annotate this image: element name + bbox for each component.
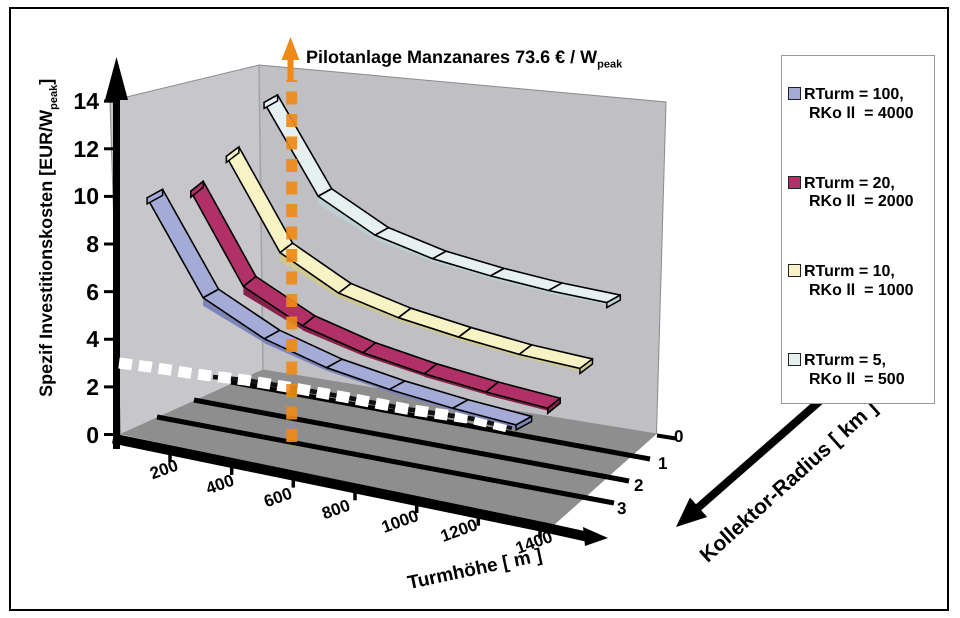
- y-axis-title-suffix: ]: [36, 78, 57, 85]
- chart-title-subscript: peak: [597, 58, 623, 71]
- legend-label-0: RTurm = 100, RKo ll = 4000: [804, 86, 914, 123]
- legend-label-line1: RTurm = 100,: [804, 86, 904, 103]
- ribbon-start-cap: [189, 179, 204, 199]
- ribbon-end-cap: [515, 415, 533, 432]
- chart-title-text: Pilotanlage Manzanares 73.6 € / W: [306, 47, 598, 67]
- y-tick-label-2: 2: [86, 373, 99, 400]
- depth-tick-label-2: 2: [634, 476, 644, 495]
- legend-label-line2: RKo ll = 2000: [809, 193, 914, 211]
- y-axis-title-text: Spezif Investitionskosten [EUR/W: [36, 109, 57, 397]
- chart-frame: [9, 7, 949, 611]
- y-tick-label-4: 4: [86, 326, 99, 353]
- legend-label-1: RTurm = 20, RKo ll = 2000: [804, 175, 914, 212]
- ribbon-end-cap: [546, 396, 561, 415]
- ribbon-series-2: [189, 179, 562, 415]
- y-tick-label-14: 14: [73, 88, 99, 115]
- chart-title: Pilotanlage Manzanares 73.6 € / Wpeak: [306, 47, 622, 71]
- dashed-reference-line: [118, 357, 514, 434]
- ribbon-start-cap: [263, 93, 279, 110]
- legend-swatch-3: [788, 353, 801, 367]
- legend-label-line2: RKo ll = 4000: [809, 104, 914, 122]
- legend: RTurm = 100, RKo ll = 4000 RTurm = 20, RKo …: [781, 55, 935, 404]
- depth-tick-label-0: 0: [674, 427, 684, 446]
- ribbon-end-cap: [606, 293, 622, 309]
- y-tick-label-10: 10: [73, 183, 99, 210]
- floor-gridline-3: [156, 414, 615, 506]
- legend-label-line2: RKo ll = 1000: [809, 281, 914, 299]
- ribbon-side: [203, 297, 265, 343]
- legend-label-line2: RKo ll = 500: [809, 370, 905, 388]
- floor-gridline-1: [230, 379, 651, 462]
- ribbon-start-cap: [225, 145, 240, 164]
- legend-label-3: RTurm = 5, RKo ll = 500: [804, 352, 905, 389]
- legend-label-line1: RTurm = 10,: [804, 263, 895, 281]
- ribbon-start-cap: [146, 188, 164, 206]
- y-tick-label-6: 6: [86, 278, 99, 305]
- ribbon-end-cap: [579, 357, 594, 375]
- legend-swatch-0: [788, 87, 801, 100]
- pilot-arrowhead: [281, 37, 300, 60]
- ribbon-series-0: [263, 93, 622, 309]
- y-tick-label-8: 8: [86, 231, 99, 258]
- y-tick-label-12: 12: [73, 135, 99, 162]
- y-tick-label-0: 0: [86, 421, 99, 448]
- depth-tick-0: [656, 433, 677, 441]
- x-axis-arrowhead: [583, 527, 608, 546]
- ribbon-side: [280, 252, 339, 298]
- depth-tick-label-3: 3: [617, 499, 627, 518]
- legend-label-line1: RTurm = 20,: [804, 174, 895, 192]
- legend-label-line1: RTurm = 5,: [804, 352, 886, 370]
- depth-axis-arrowhead: [676, 497, 708, 527]
- depth-tick-label-1: 1: [658, 454, 668, 473]
- ribbon-side: [318, 196, 376, 240]
- legend-swatch-1: [788, 175, 801, 189]
- floor-gridline-2: [193, 397, 630, 484]
- legend-swatch-2: [788, 264, 801, 278]
- ribbon-series-3: [146, 188, 533, 432]
- x-axis-line: [111, 433, 588, 542]
- ribbon-series-1: [225, 145, 594, 375]
- legend-label-2: RTurm = 10, RKo ll = 1000: [804, 263, 914, 300]
- y-axis-arrowhead: [105, 57, 128, 100]
